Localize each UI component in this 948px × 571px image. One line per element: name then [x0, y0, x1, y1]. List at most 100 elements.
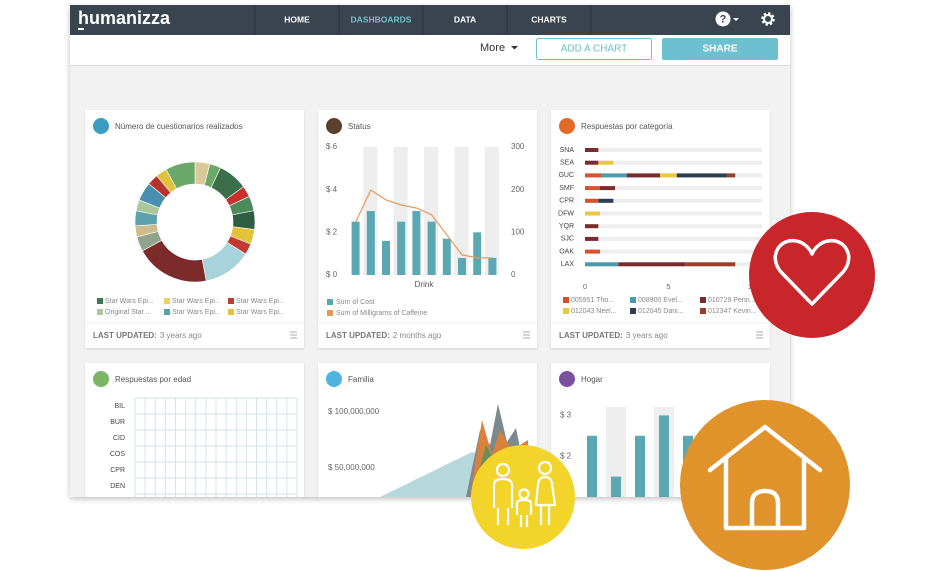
bar-segment	[585, 173, 602, 178]
category-label: SEA	[560, 160, 574, 167]
x-axis-label: Drink	[415, 280, 435, 289]
more-menu[interactable]: More	[480, 42, 505, 54]
category-band	[606, 407, 626, 497]
legend-label: 008900 Evel...	[638, 297, 683, 304]
card-icon	[93, 118, 109, 134]
row-label: CID	[113, 435, 125, 442]
help-label[interactable]: ?	[720, 13, 727, 25]
bar-segment	[660, 173, 677, 178]
legend-swatch	[164, 309, 170, 315]
bar	[442, 238, 451, 275]
nav-item[interactable]: DATA	[454, 14, 476, 24]
house-badge	[680, 400, 850, 570]
bar	[382, 240, 390, 275]
category-label: SJC	[561, 236, 574, 243]
y-tick-label: $ 3	[560, 411, 572, 420]
bar-segment	[601, 173, 627, 178]
y2-tick-label: 200	[511, 185, 525, 194]
bar-track	[585, 224, 762, 229]
add-chart-label[interactable]: ADD A CHART	[561, 44, 628, 55]
legend-swatch	[164, 298, 170, 304]
legend-swatch	[97, 298, 103, 304]
y2-tick-label: 100	[511, 227, 525, 236]
legend-label: 012043 Neel...	[571, 308, 617, 315]
card-footer-time: 3 years ago	[160, 331, 202, 340]
legend-swatch	[630, 297, 636, 303]
legend-label: Star Wars Epi...	[172, 309, 221, 316]
legend-swatch	[630, 308, 636, 314]
x-tick-label: 0	[583, 282, 587, 291]
row-label: COS	[110, 451, 126, 458]
bar-segment	[685, 262, 736, 267]
family-badge	[471, 445, 575, 549]
category-label: CPR	[559, 198, 574, 205]
bar-track	[585, 148, 762, 152]
card-title: Familia	[348, 375, 374, 384]
y-tick-label: $ 50,000,000	[328, 463, 375, 472]
legend-label: 012045 Dani...	[638, 308, 684, 315]
help-icon[interactable]	[715, 11, 731, 27]
bar-track	[585, 198, 762, 203]
bar-segment	[726, 173, 736, 178]
category-label: GUC	[558, 172, 574, 179]
y-tick-label: $ 2	[560, 451, 572, 460]
legend-swatch	[327, 299, 333, 305]
category-label: LAX	[561, 261, 575, 268]
card: Respuestas por categoría LAST UPDATED: 3 y…	[551, 110, 770, 348]
legend-label: 005951 Tho...	[571, 297, 614, 304]
bar-segment	[585, 236, 599, 241]
bar-track	[585, 236, 762, 241]
card-icon	[559, 118, 575, 134]
share-label[interactable]: SHARE	[702, 44, 737, 55]
bar-track	[585, 160, 762, 165]
legend-label: Sum of Milligrams of Caffeine	[336, 310, 427, 317]
legend-swatch	[563, 308, 569, 314]
more-caret	[511, 46, 518, 50]
bar	[659, 415, 669, 497]
nav-item[interactable]: DASHBOARDS	[351, 14, 412, 24]
card-footer: LAST UPDATED:	[559, 331, 623, 340]
legend-swatch	[700, 308, 706, 314]
card-title: Hogar	[581, 375, 603, 384]
legend-label: 012347 Kevin...	[708, 308, 757, 315]
bar-segment	[598, 160, 614, 165]
bar-segment	[585, 198, 599, 203]
bar-segment	[585, 224, 599, 229]
help-caret	[733, 18, 739, 21]
logo[interactable]: humanizza	[78, 8, 171, 28]
row-label: BIL	[114, 403, 125, 410]
category-band	[484, 147, 499, 275]
nav-bar	[70, 5, 790, 35]
card-icon	[93, 371, 109, 387]
category-label: DFW	[558, 210, 574, 217]
nav-item[interactable]: HOME	[284, 14, 310, 24]
share-button[interactable]	[662, 38, 778, 60]
legend-label: Sum of Cost	[336, 299, 375, 306]
bar-segment	[585, 160, 599, 165]
card-footer-time: 3 years ago	[626, 331, 668, 340]
add-chart-button[interactable]	[536, 38, 652, 60]
legend-label: Star Wars Epi...	[105, 298, 154, 305]
y2-tick-label: 300	[511, 142, 525, 151]
bar-segment	[585, 262, 619, 267]
card-footer: LAST UPDATED:	[93, 331, 157, 340]
bar-segment	[598, 198, 614, 203]
bar-segment	[676, 173, 727, 178]
bar	[635, 435, 645, 497]
bar-segment	[618, 262, 686, 267]
category-label: OAK	[559, 248, 574, 255]
card-bg	[85, 363, 304, 497]
bar-track	[585, 211, 762, 216]
card-bg	[85, 110, 304, 348]
legend-label: Star Wars Epi...	[172, 298, 221, 305]
bar-track	[585, 186, 762, 191]
card-title: Número de cuestionarios realizados	[115, 122, 243, 131]
y-tick-label: $ 100,000,000	[328, 407, 380, 416]
settings-icon[interactable]	[761, 12, 775, 26]
bar-segment	[600, 186, 616, 191]
nav-item[interactable]: CHARTS	[531, 14, 567, 24]
dashboard: Número de cuestionarios realizados LAST U…	[70, 66, 790, 497]
x-tick-label: 5	[666, 282, 670, 291]
card-icon	[326, 118, 342, 134]
category-band	[454, 147, 469, 275]
